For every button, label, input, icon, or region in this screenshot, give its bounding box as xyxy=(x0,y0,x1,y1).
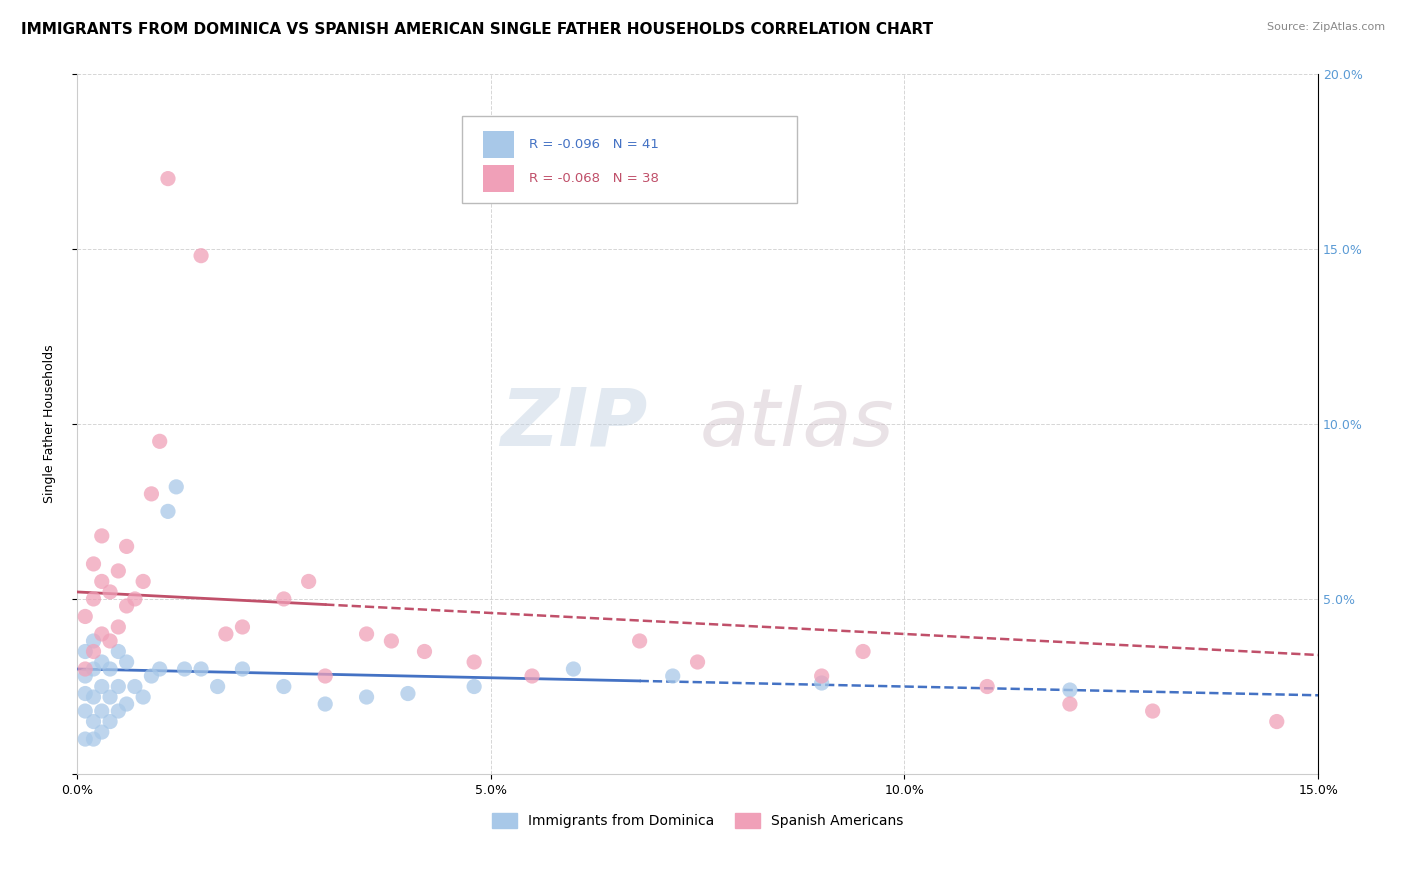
Point xyxy=(356,627,378,641)
Point xyxy=(107,564,129,578)
Point xyxy=(132,690,155,704)
Point xyxy=(396,686,419,700)
Point xyxy=(115,540,138,554)
Point xyxy=(83,732,105,747)
Point xyxy=(115,697,138,711)
Point xyxy=(314,697,336,711)
Point xyxy=(107,704,129,718)
Point xyxy=(75,662,97,676)
Point xyxy=(1059,683,1081,698)
Point xyxy=(83,644,105,658)
Point xyxy=(98,714,121,729)
Point xyxy=(628,634,651,648)
Point xyxy=(298,574,321,589)
Point xyxy=(356,690,378,704)
Point xyxy=(83,634,105,648)
Point xyxy=(141,487,163,501)
Point xyxy=(231,620,253,634)
Point xyxy=(90,655,112,669)
Text: atlas: atlas xyxy=(699,384,894,463)
Text: IMMIGRANTS FROM DOMINICA VS SPANISH AMERICAN SINGLE FATHER HOUSEHOLDS CORRELATIO: IMMIGRANTS FROM DOMINICA VS SPANISH AMER… xyxy=(21,22,934,37)
Point xyxy=(215,627,238,641)
Point xyxy=(124,591,146,606)
Point xyxy=(273,680,295,694)
Point xyxy=(190,662,212,676)
Point xyxy=(173,662,195,676)
Point xyxy=(141,669,163,683)
Point xyxy=(90,627,112,641)
Point xyxy=(1142,704,1164,718)
Point xyxy=(562,662,585,676)
Point xyxy=(83,557,105,571)
Point xyxy=(463,680,485,694)
Point xyxy=(207,680,229,694)
Point xyxy=(1059,697,1081,711)
Point xyxy=(107,644,129,658)
Point xyxy=(98,690,121,704)
Point xyxy=(976,680,998,694)
Point xyxy=(90,574,112,589)
Point xyxy=(1265,714,1288,729)
Point xyxy=(107,680,129,694)
Point xyxy=(75,732,97,747)
Legend: Immigrants from Dominica, Spanish Americans: Immigrants from Dominica, Spanish Americ… xyxy=(486,808,908,834)
Point xyxy=(107,620,129,634)
Point xyxy=(132,574,155,589)
Point xyxy=(98,634,121,648)
Point xyxy=(231,662,253,676)
Point xyxy=(115,655,138,669)
Point xyxy=(149,662,172,676)
Point xyxy=(75,644,97,658)
FancyBboxPatch shape xyxy=(482,131,513,158)
Point xyxy=(83,714,105,729)
Y-axis label: Single Father Households: Single Father Households xyxy=(44,344,56,503)
Point xyxy=(83,591,105,606)
Point xyxy=(686,655,709,669)
Point xyxy=(75,686,97,700)
Point xyxy=(413,644,436,658)
Point xyxy=(661,669,683,683)
Point xyxy=(810,669,832,683)
Text: R = -0.068   N = 38: R = -0.068 N = 38 xyxy=(529,172,658,185)
Point xyxy=(520,669,543,683)
Point xyxy=(75,669,97,683)
Point xyxy=(90,704,112,718)
Point xyxy=(156,504,179,518)
FancyBboxPatch shape xyxy=(482,165,513,192)
Point xyxy=(124,680,146,694)
Text: Source: ZipAtlas.com: Source: ZipAtlas.com xyxy=(1267,22,1385,32)
Point xyxy=(83,662,105,676)
Point xyxy=(463,655,485,669)
Point xyxy=(380,634,402,648)
FancyBboxPatch shape xyxy=(461,116,797,203)
Point xyxy=(75,704,97,718)
Point xyxy=(98,585,121,599)
Point xyxy=(115,599,138,613)
Point xyxy=(98,662,121,676)
Text: R = -0.096   N = 41: R = -0.096 N = 41 xyxy=(529,138,658,151)
Point xyxy=(90,529,112,543)
Point xyxy=(149,434,172,449)
Point xyxy=(90,680,112,694)
Text: ZIP: ZIP xyxy=(501,384,648,463)
Point xyxy=(810,676,832,690)
Point xyxy=(273,591,295,606)
Point xyxy=(314,669,336,683)
Point xyxy=(156,171,179,186)
Point xyxy=(190,249,212,263)
Point xyxy=(83,690,105,704)
Point xyxy=(165,480,187,494)
Point xyxy=(75,609,97,624)
Point xyxy=(852,644,875,658)
Point xyxy=(90,725,112,739)
